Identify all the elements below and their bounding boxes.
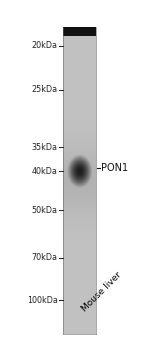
Text: 25kDa: 25kDa (32, 85, 58, 94)
Text: Mouse liver: Mouse liver (80, 271, 123, 314)
Text: 50kDa: 50kDa (32, 206, 58, 215)
Text: 35kDa: 35kDa (32, 143, 58, 152)
Text: 40kDa: 40kDa (32, 167, 58, 176)
Bar (63, 27, 96, 36)
Text: 20kDa: 20kDa (32, 41, 58, 50)
Text: 70kDa: 70kDa (32, 253, 58, 262)
Text: 100kDa: 100kDa (27, 296, 58, 304)
Text: PON1: PON1 (101, 163, 128, 173)
